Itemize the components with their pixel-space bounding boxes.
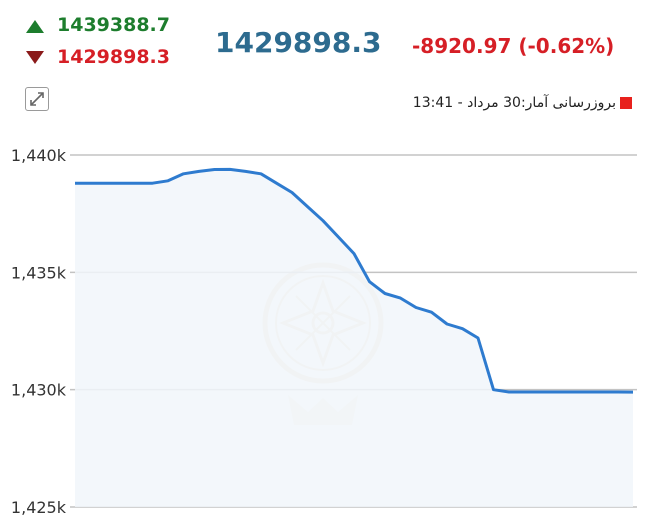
y-tick-label: 1,430k: [11, 381, 67, 400]
last-value: 1429898.3: [215, 26, 382, 59]
y-tick-label: 1,425k: [11, 498, 67, 517]
change-value: -8920.97 (-0.62%): [412, 34, 615, 58]
y-tick-label: 1,440k: [11, 146, 67, 165]
y-tick-label: 1,435k: [11, 263, 67, 282]
legend-marker: [620, 97, 632, 109]
expand-icon: [30, 92, 44, 106]
down-arrow-icon: [26, 51, 44, 64]
low-value: 1429898.3: [57, 46, 170, 68]
expand-button[interactable]: [25, 87, 49, 111]
update-label: بروزرسانی آمار:30 مرداد - 13:41: [412, 95, 616, 111]
series-line: [75, 167, 634, 394]
chart-area: [75, 169, 633, 507]
high-value: 1439388.7: [57, 14, 170, 36]
up-arrow-icon: [26, 20, 44, 33]
